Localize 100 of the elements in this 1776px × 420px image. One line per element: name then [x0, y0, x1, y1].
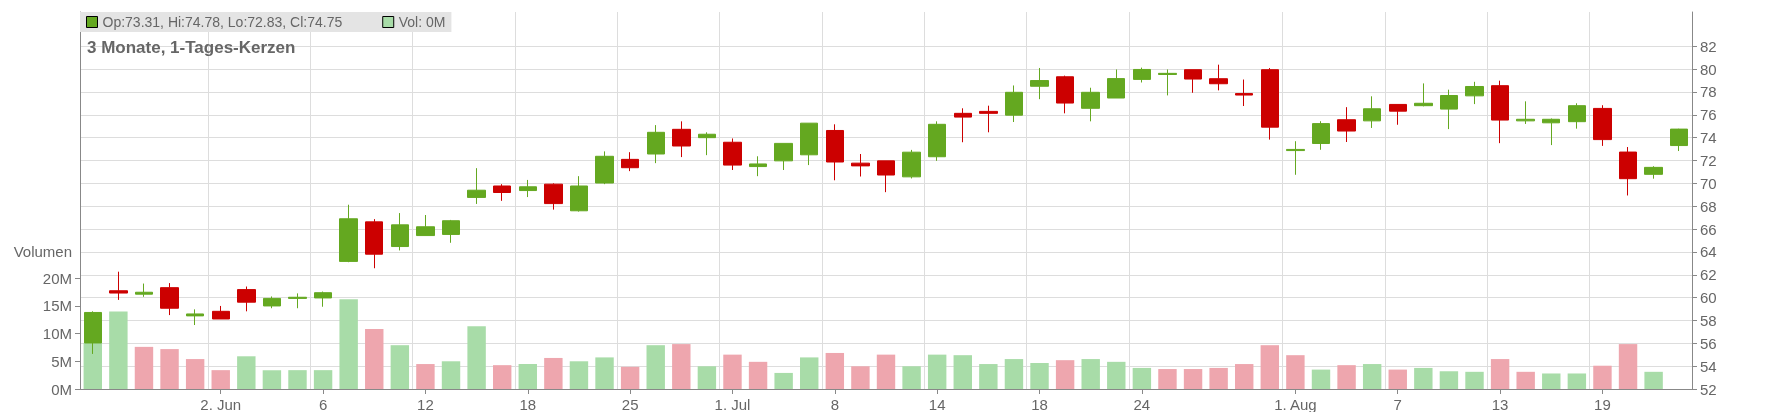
y2-tick-label: 66 [1700, 220, 1717, 238]
candlestick [1619, 146, 1637, 196]
y2-tick-label: 74 [1700, 129, 1717, 147]
bar [927, 354, 947, 389]
bar [262, 370, 282, 389]
bar [1055, 360, 1075, 389]
bar [595, 357, 614, 389]
bar [1030, 362, 1049, 389]
y-tick-label: 10M [42, 325, 72, 343]
x-tick-label: 1. Jul [714, 396, 751, 413]
candlestick [570, 175, 588, 213]
bar [1132, 367, 1152, 389]
x-tick-label: 13 [1491, 396, 1509, 413]
candlestick [263, 295, 281, 309]
bar [1337, 365, 1356, 389]
bar [211, 370, 230, 389]
bar [851, 366, 870, 389]
bar [620, 366, 640, 389]
x-tick-label: 6 [318, 396, 328, 413]
candlestick [160, 282, 179, 316]
bar [1490, 359, 1510, 389]
candlestick [621, 151, 639, 172]
candlestick [237, 286, 256, 312]
candlestick [135, 283, 153, 298]
candlestick [1593, 104, 1612, 147]
bar [800, 357, 819, 389]
y2-tick-label: 80 [1700, 60, 1717, 78]
candlestick [186, 308, 204, 326]
bar [109, 311, 128, 389]
x-tick-label: 25 [621, 396, 639, 413]
x-tick-label: 24 [1133, 396, 1151, 413]
bar [441, 361, 461, 389]
bar [876, 354, 896, 389]
candlestick [774, 142, 793, 171]
bar [825, 352, 845, 389]
bar [237, 356, 256, 389]
candlestick [928, 120, 946, 162]
y2-tick-label: 62 [1700, 266, 1717, 284]
y2-tick-label: 82 [1700, 37, 1717, 55]
candlestick [519, 179, 537, 198]
bar [288, 370, 307, 389]
candlestick [1209, 64, 1228, 91]
bar [979, 364, 998, 389]
bar [544, 357, 563, 389]
y2-tick-label: 52 [1700, 380, 1717, 398]
candlestick [1158, 68, 1177, 96]
y-axis-title: Volumen [13, 243, 72, 261]
legend-label: Vol: 0M [398, 14, 446, 30]
candlestick [851, 153, 870, 178]
bar [1542, 373, 1561, 389]
candlestick [288, 292, 307, 309]
bar [1516, 371, 1535, 389]
candlestick [442, 219, 460, 244]
candlestick [544, 182, 563, 211]
bar [467, 326, 486, 389]
bar [1567, 373, 1587, 389]
candlestick [672, 120, 691, 158]
bar [646, 345, 665, 389]
bar [902, 366, 921, 389]
x-tick-label: 19 [1594, 396, 1611, 413]
bar [672, 344, 691, 389]
y2-tick-label: 72 [1700, 152, 1717, 170]
candlestick [1568, 102, 1586, 130]
candlestick [1107, 68, 1125, 99]
bar [365, 329, 384, 389]
y-tick-label: 15M [42, 297, 72, 315]
candlestick [1056, 75, 1074, 114]
bar [1618, 344, 1638, 389]
candlestick [1414, 82, 1433, 107]
bar [1158, 369, 1177, 389]
bar [1107, 361, 1126, 389]
bar [416, 364, 435, 389]
bar [518, 364, 537, 389]
candlestick [339, 204, 358, 263]
bar [1004, 359, 1024, 389]
candlestick [493, 183, 511, 202]
bar [1235, 364, 1254, 389]
candlestick [1030, 67, 1049, 100]
bar [1260, 345, 1280, 389]
candlestick [1491, 80, 1509, 144]
candlestick [749, 155, 767, 177]
bar [1362, 364, 1382, 389]
y2-tick-label: 76 [1700, 106, 1717, 124]
y2-tick-label: 56 [1700, 334, 1717, 352]
bar [569, 361, 589, 389]
bar [1081, 359, 1100, 389]
x-tick-label: 7 [1393, 396, 1402, 413]
y2-tick-label: 60 [1700, 289, 1717, 307]
candlestick [1516, 100, 1535, 125]
candlestick [365, 218, 383, 269]
candlestick [1363, 95, 1381, 129]
candlestick [647, 124, 665, 164]
legend-label: Op:73.31, Hi:74.78, Lo:72.83, Cl:74.75 [102, 14, 343, 30]
candlestick [314, 291, 332, 308]
y2-tick-label: 64 [1700, 243, 1717, 261]
candlestick [877, 160, 895, 193]
candlestick [595, 150, 614, 185]
candlestick [416, 214, 435, 237]
bar [723, 354, 742, 389]
candlestick [1389, 103, 1407, 126]
